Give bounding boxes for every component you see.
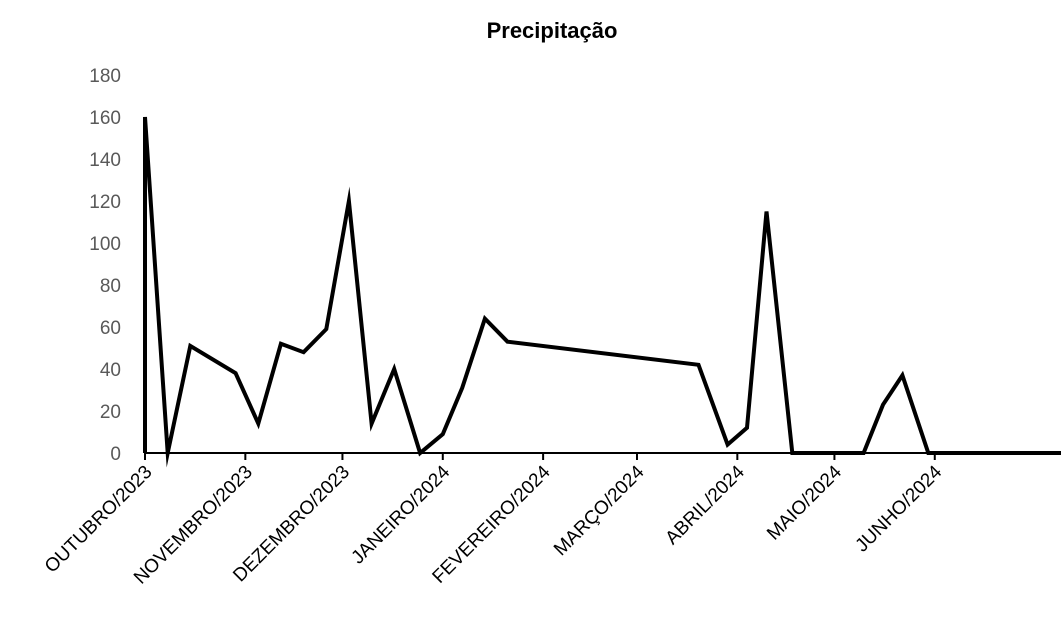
- y-tick-label: 80: [100, 276, 121, 297]
- x-tick-label: JANEIRO/2024: [348, 461, 455, 568]
- y-tick-label: 120: [89, 192, 121, 213]
- series-group: [143, 116, 1061, 468]
- y-tick-label: 160: [89, 108, 121, 129]
- x-axis: OUTUBRO/2023NOVEMBRO/2023DEZEMBRO/2023JA…: [41, 452, 1061, 589]
- y-tick-label: 60: [100, 318, 121, 339]
- x-tick-label: MARÇO/2024: [550, 461, 649, 560]
- x-tick-label: JUNHO/2024: [852, 461, 947, 556]
- y-tick-label: 0: [110, 444, 121, 465]
- series-line: [143, 116, 1061, 468]
- x-tick-label: ABRIL/2024: [662, 461, 750, 549]
- y-tick-label: 20: [100, 402, 121, 423]
- y-tick-label: 180: [89, 66, 121, 87]
- x-tick-label: OUTUBRO/2023: [41, 462, 157, 578]
- y-tick-label: 40: [100, 360, 121, 381]
- y-axis: 0 20 40 60 80 100 120 140 160 180: [89, 66, 121, 465]
- chart-title: Precipitação: [487, 18, 618, 43]
- y-tick-label: 100: [89, 234, 121, 255]
- y-tick-label: 140: [89, 150, 121, 171]
- x-tick-label: MAIO/2024: [763, 461, 846, 544]
